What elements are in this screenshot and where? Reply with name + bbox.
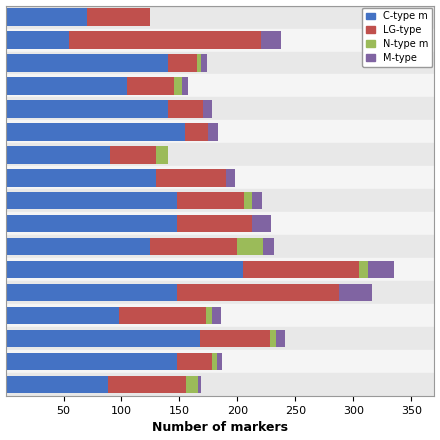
Bar bbox=[197, 55, 202, 72]
Bar bbox=[127, 77, 174, 95]
Bar bbox=[6, 8, 87, 26]
Bar bbox=[156, 146, 168, 164]
Bar bbox=[6, 235, 434, 258]
Bar bbox=[359, 261, 368, 279]
Bar bbox=[198, 376, 202, 393]
Bar bbox=[6, 304, 434, 327]
Bar bbox=[6, 327, 434, 350]
Bar bbox=[212, 307, 221, 324]
Bar bbox=[202, 100, 212, 117]
Bar bbox=[368, 261, 394, 279]
Bar bbox=[150, 238, 238, 256]
Bar bbox=[119, 307, 206, 324]
Bar bbox=[6, 143, 434, 166]
Legend: C-type m, LG-type, N-type m, M-type: C-type m, LG-type, N-type m, M-type bbox=[362, 7, 433, 67]
Bar bbox=[216, 353, 222, 370]
Bar bbox=[260, 31, 282, 49]
Bar bbox=[339, 284, 372, 301]
Bar bbox=[177, 192, 244, 209]
Bar bbox=[6, 350, 434, 373]
Bar bbox=[6, 258, 434, 281]
Bar bbox=[87, 8, 150, 26]
Bar bbox=[6, 6, 434, 29]
Bar bbox=[6, 330, 200, 347]
Bar bbox=[6, 123, 185, 140]
Bar bbox=[177, 215, 253, 232]
Bar bbox=[177, 353, 212, 370]
Bar bbox=[212, 353, 216, 370]
Bar bbox=[243, 261, 359, 279]
Bar bbox=[168, 100, 202, 117]
Bar bbox=[6, 213, 434, 235]
Bar bbox=[253, 215, 271, 232]
Bar bbox=[6, 121, 434, 143]
Bar bbox=[107, 376, 187, 393]
Bar bbox=[6, 77, 127, 95]
Bar bbox=[238, 238, 263, 256]
Bar bbox=[6, 74, 434, 98]
Bar bbox=[187, 376, 198, 393]
Bar bbox=[168, 55, 197, 72]
Bar bbox=[6, 169, 156, 187]
Bar bbox=[174, 77, 182, 95]
Bar bbox=[6, 166, 434, 189]
Bar bbox=[6, 55, 168, 72]
Bar bbox=[270, 330, 275, 347]
Bar bbox=[263, 238, 275, 256]
Bar bbox=[253, 192, 262, 209]
Bar bbox=[6, 29, 434, 51]
Bar bbox=[226, 169, 235, 187]
Bar bbox=[244, 192, 253, 209]
Bar bbox=[6, 146, 110, 164]
Bar bbox=[6, 51, 434, 74]
Bar bbox=[6, 192, 177, 209]
Bar bbox=[6, 373, 434, 396]
Bar bbox=[6, 215, 177, 232]
Bar bbox=[6, 353, 177, 370]
Bar bbox=[6, 0, 434, 6]
Bar bbox=[70, 31, 260, 49]
Bar bbox=[185, 123, 209, 140]
X-axis label: Number of markers: Number of markers bbox=[152, 422, 288, 434]
Bar bbox=[156, 169, 226, 187]
Bar bbox=[6, 281, 434, 304]
Bar bbox=[6, 98, 434, 121]
Bar bbox=[202, 55, 207, 72]
Bar bbox=[6, 238, 150, 256]
Bar bbox=[6, 376, 107, 393]
Bar bbox=[6, 100, 168, 117]
Bar bbox=[6, 189, 434, 213]
Bar bbox=[6, 31, 70, 49]
Bar bbox=[206, 307, 212, 324]
Bar bbox=[177, 284, 339, 301]
Bar bbox=[200, 330, 270, 347]
Bar bbox=[275, 330, 285, 347]
Bar bbox=[110, 146, 156, 164]
Bar bbox=[209, 123, 218, 140]
Bar bbox=[6, 284, 177, 301]
Bar bbox=[6, 307, 119, 324]
Bar bbox=[6, 261, 243, 279]
Bar bbox=[182, 77, 187, 95]
